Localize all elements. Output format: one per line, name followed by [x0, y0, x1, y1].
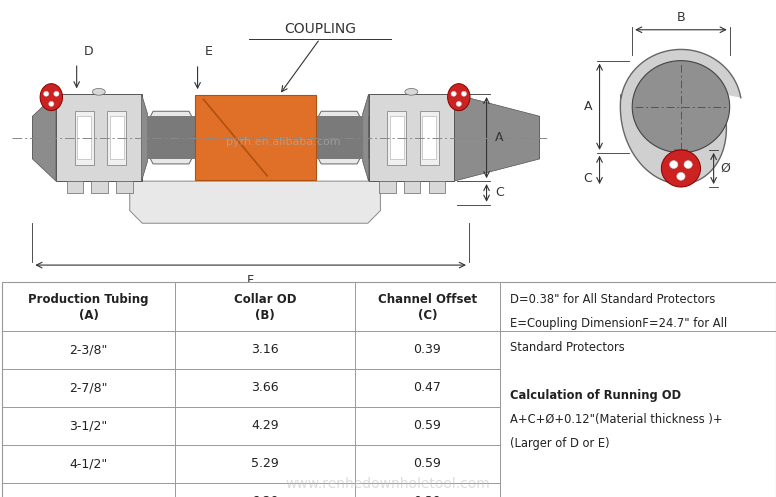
Ellipse shape — [448, 83, 470, 111]
Text: 4.29: 4.29 — [251, 419, 279, 432]
Text: 0.47: 0.47 — [414, 381, 442, 394]
Text: 0.59: 0.59 — [414, 457, 442, 470]
Text: 4-1/2": 4-1/2" — [69, 457, 108, 470]
Text: Calculation of Running OD: Calculation of Running OD — [510, 389, 681, 402]
Text: E=Coupling DimensionF=24.7" for All: E=Coupling DimensionF=24.7" for All — [510, 317, 727, 330]
Text: 3.16: 3.16 — [251, 343, 279, 356]
Ellipse shape — [405, 88, 417, 95]
Text: 5-1/2": 5-1/2" — [69, 496, 108, 497]
Text: A: A — [495, 131, 504, 144]
Bar — [316, 116, 362, 159]
Text: Ø: Ø — [721, 162, 731, 175]
Text: (A): (A) — [78, 309, 99, 323]
Text: pyrh.en.alibaba.com: pyrh.en.alibaba.com — [226, 137, 341, 147]
Text: E: E — [205, 45, 213, 59]
Circle shape — [456, 101, 462, 106]
Text: 3-1/2": 3-1/2" — [69, 419, 108, 432]
Circle shape — [49, 101, 54, 106]
Polygon shape — [316, 111, 362, 164]
Bar — [420, 111, 438, 165]
Bar — [78, 116, 92, 159]
Text: C: C — [495, 186, 504, 199]
Text: B: B — [677, 11, 685, 24]
Circle shape — [451, 91, 456, 96]
Polygon shape — [147, 111, 195, 164]
Bar — [674, 150, 688, 153]
Text: (B): (B) — [255, 309, 275, 323]
Bar — [387, 111, 407, 165]
Bar — [75, 111, 94, 165]
Circle shape — [461, 91, 466, 96]
Circle shape — [670, 161, 678, 168]
Text: Collar OD: Collar OD — [234, 293, 296, 306]
Bar — [195, 95, 316, 180]
Polygon shape — [620, 49, 741, 184]
Text: 0.39: 0.39 — [414, 496, 442, 497]
Text: 3.66: 3.66 — [251, 381, 279, 394]
Bar — [422, 116, 436, 159]
Bar — [379, 181, 396, 193]
Bar — [33, 116, 539, 159]
Ellipse shape — [40, 83, 63, 111]
Bar — [67, 181, 83, 193]
Bar — [404, 181, 421, 193]
Bar — [56, 94, 141, 181]
Polygon shape — [130, 181, 380, 223]
Bar — [429, 181, 445, 193]
Bar — [107, 111, 126, 165]
Text: Production Tubing: Production Tubing — [28, 293, 149, 306]
Text: A: A — [584, 100, 592, 113]
Text: 6.29: 6.29 — [251, 496, 279, 497]
Text: C: C — [584, 172, 592, 185]
Bar — [390, 116, 404, 159]
Text: D=0.38" for All Standard Protectors: D=0.38" for All Standard Protectors — [510, 293, 715, 306]
Polygon shape — [632, 61, 729, 153]
Circle shape — [43, 91, 49, 96]
Text: 0.39: 0.39 — [414, 343, 442, 356]
Bar — [116, 181, 133, 193]
Polygon shape — [141, 94, 147, 181]
Polygon shape — [33, 94, 56, 181]
Circle shape — [661, 150, 701, 187]
Text: (C): (C) — [417, 309, 437, 323]
Text: Channel Offset: Channel Offset — [378, 293, 477, 306]
Text: 5.29: 5.29 — [251, 457, 279, 470]
Circle shape — [684, 161, 692, 168]
Bar — [369, 94, 454, 181]
Bar — [109, 116, 124, 159]
Bar — [92, 181, 108, 193]
Text: 2-7/8": 2-7/8" — [69, 381, 108, 394]
Ellipse shape — [92, 88, 106, 95]
Text: D: D — [84, 45, 93, 58]
Text: 0.59: 0.59 — [414, 419, 442, 432]
Text: Standard Protectors: Standard Protectors — [510, 341, 625, 354]
Text: (Larger of D or E): (Larger of D or E) — [510, 437, 610, 450]
Text: 2-3/8": 2-3/8" — [69, 343, 108, 356]
Polygon shape — [362, 94, 369, 181]
Text: COUPLING: COUPLING — [284, 22, 356, 36]
Text: A+C+Ø+0.12"(Material thickness )+: A+C+Ø+0.12"(Material thickness )+ — [510, 413, 722, 426]
Circle shape — [54, 91, 59, 96]
Text: www.renhedownholetool.com: www.renhedownholetool.com — [286, 477, 490, 491]
Bar — [147, 116, 195, 159]
Circle shape — [677, 172, 685, 180]
Polygon shape — [454, 94, 539, 181]
Text: F: F — [247, 273, 255, 286]
